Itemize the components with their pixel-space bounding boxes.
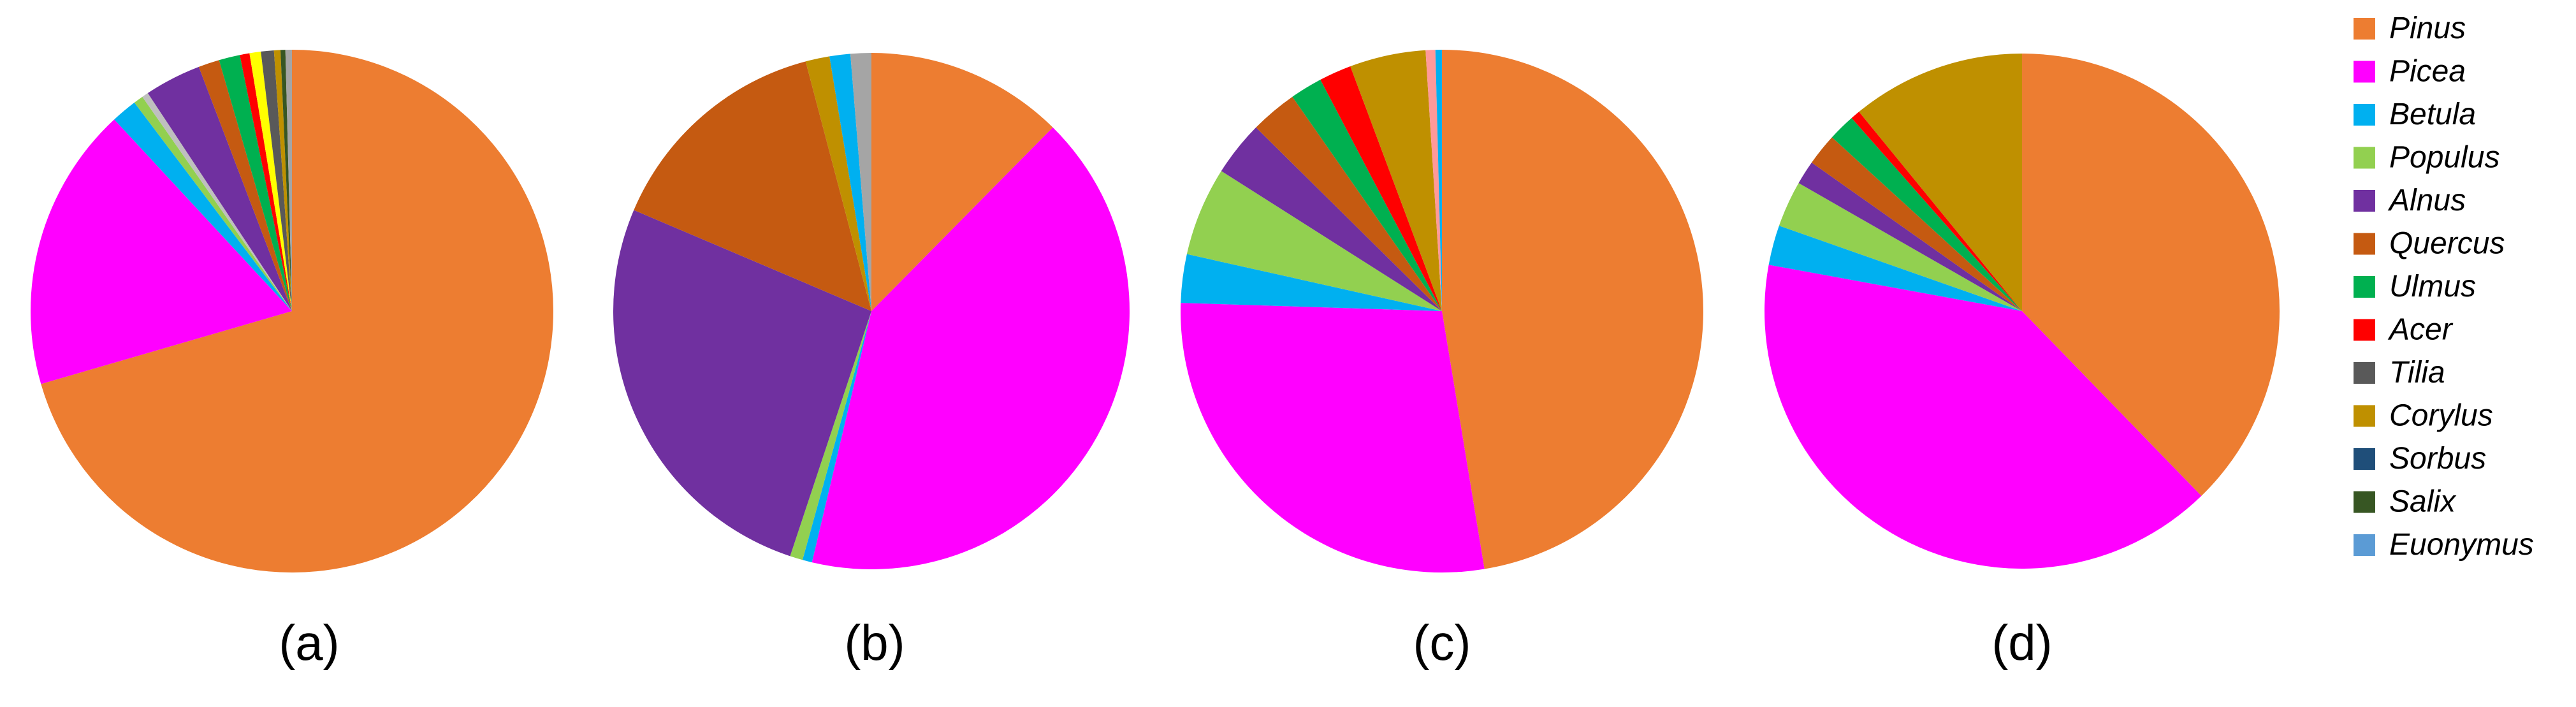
pie-1-slice-betula-3 (114, 102, 292, 311)
pie-1-slice-other-14 (285, 50, 292, 311)
pie-charts: (a) (b) (c) (d) (31, 50, 2280, 671)
pie-3-slice-picea-2 (1180, 303, 1485, 572)
legend-item-salix: Salix (2354, 485, 2457, 519)
legend-label-populus: Populus (2389, 141, 2500, 175)
legend-swatch-sorbus (2354, 448, 2375, 470)
legend-item-ulmus: Ulmus (2354, 270, 2476, 303)
pie-4-slice-quercus-6 (1811, 137, 2022, 311)
pie-1-slice-alnus-6 (147, 66, 292, 312)
pie-3-slice-alnus-5 (1221, 127, 1442, 311)
legend-item-euonymus: Euonymus (2354, 528, 2534, 562)
legend-label-corylus: Corylus (2389, 399, 2493, 433)
legend-label-euonymus: Euonymus (2389, 528, 2534, 562)
pie-3-slice-other-10 (1425, 50, 1442, 311)
pie-2-slice-corylus-7 (805, 56, 871, 311)
legend-item-sorbus: Sorbus (2354, 442, 2486, 476)
legend-item-populus: Populus (2354, 141, 2500, 175)
pie-3-slice-acer-8 (1320, 66, 1442, 311)
pie-4-slice-acer-8 (1851, 112, 2022, 311)
pie-4-slice-ulmus-7 (1831, 118, 2022, 311)
pie-chart-1 (31, 50, 553, 572)
legend-item-corylus: Corylus (2354, 399, 2493, 433)
pie-4-slice-pinus-1 (2022, 54, 2280, 496)
legend-swatch-ulmus (2354, 276, 2375, 298)
pie-1-slice-quercus-7 (198, 60, 292, 311)
pie-3-slice-ulmus-7 (1292, 80, 1442, 311)
legend-swatch-quercus (2354, 233, 2375, 255)
pie-4-slice-populus-4 (1779, 183, 2022, 311)
pie-2-slice-betula-3 (802, 311, 871, 563)
legend-label-picea: Picea (2389, 55, 2466, 89)
pie-4-slice-picea-2 (1765, 265, 2202, 569)
pie-2-slice-alnus-5 (613, 210, 871, 557)
pie-chart-2 (613, 53, 1130, 569)
pie-3-slice-pinus-1 (1442, 50, 1703, 569)
pie-3-slice-betula-11 (1435, 50, 1442, 311)
pie-2-slice-pinus-1 (871, 53, 1053, 311)
panel-label-1: (a) (279, 615, 339, 671)
legend-label-quercus: Quercus (2389, 227, 2505, 261)
pie-1-slice-acer-9 (240, 53, 292, 312)
legend-swatch-alnus (2354, 190, 2375, 212)
pie-1-slice-picea-2 (31, 119, 292, 384)
legend-label-ulmus: Ulmus (2389, 270, 2476, 303)
pie-3-slice-betula-3 (1181, 254, 1442, 311)
legend-swatch-corylus (2354, 405, 2375, 427)
panel-label-2: (b) (844, 615, 905, 671)
legend: Pinus Picea Betula Populus Alnus Quercus Ulmus… (2354, 11, 2534, 562)
legend-swatch-euonymus (2354, 534, 2375, 556)
pie-1-slice-ulmus-8 (219, 55, 292, 311)
legend-swatch-tilia (2354, 362, 2375, 384)
pie-chart-3 (1180, 50, 1703, 572)
legend-swatch-populus (2354, 147, 2375, 169)
legend-label-tilia: Tilia (2389, 356, 2445, 390)
pie-2-slice-picea-2 (811, 127, 1130, 569)
pie-1-slice-corylus-12 (273, 50, 292, 312)
legend-swatch-salix (2354, 491, 2375, 513)
pie-1-slice-salix-13 (280, 50, 292, 311)
panel-label-4: (d) (1991, 615, 2052, 671)
legend-label-pinus: Pinus (2389, 11, 2466, 45)
legend-label-sorbus: Sorbus (2389, 442, 2486, 476)
pie-1-slice-tilia-11 (261, 50, 292, 311)
legend-swatch-picea (2354, 61, 2375, 83)
legend-swatch-betula (2354, 104, 2375, 126)
pie-1-slice-other-5 (142, 93, 292, 311)
pie-4-slice-alnus-5 (1798, 162, 2022, 311)
legend-item-alnus: Alnus (2354, 184, 2466, 217)
pie-4-slice-corylus-9 (1859, 54, 2022, 311)
legend-label-salix: Salix (2389, 485, 2457, 519)
legend-swatch-pinus (2354, 18, 2375, 40)
pie-2-slice-betula-8 (829, 54, 871, 311)
pie-2-slice-other-9 (850, 53, 871, 311)
legend-label-alnus: Alnus (2387, 184, 2466, 217)
pie-3-slice-populus-4 (1186, 171, 1442, 311)
panel-label-3: (c) (1413, 615, 1471, 671)
pie-1-slice-populus-4 (134, 96, 292, 311)
pie-chart-4 (1765, 54, 2280, 569)
pie-1-slice-other-10 (249, 51, 292, 312)
pie-2-slice-quercus-6 (634, 61, 871, 312)
legend-item-acer: Acer (2354, 313, 2454, 347)
pie-2-slice-populus-4 (790, 311, 871, 560)
legend-item-quercus: Quercus (2354, 227, 2505, 261)
pie-3-slice-corylus-9 (1350, 50, 1442, 311)
legend-swatch-acer (2354, 319, 2375, 341)
legend-label-betula: Betula (2389, 98, 2476, 131)
legend-item-betula: Betula (2354, 98, 2476, 131)
pie-4-slice-betula-3 (1768, 226, 2022, 311)
pie-3-slice-quercus-6 (1256, 96, 1442, 311)
pie-1-slice-pinus-1 (41, 50, 553, 572)
legend-item-picea: Picea (2354, 55, 2466, 89)
legend-label-acer: Acer (2387, 313, 2454, 347)
legend-item-tilia: Tilia (2354, 356, 2445, 390)
legend-item-pinus: Pinus (2354, 11, 2466, 45)
